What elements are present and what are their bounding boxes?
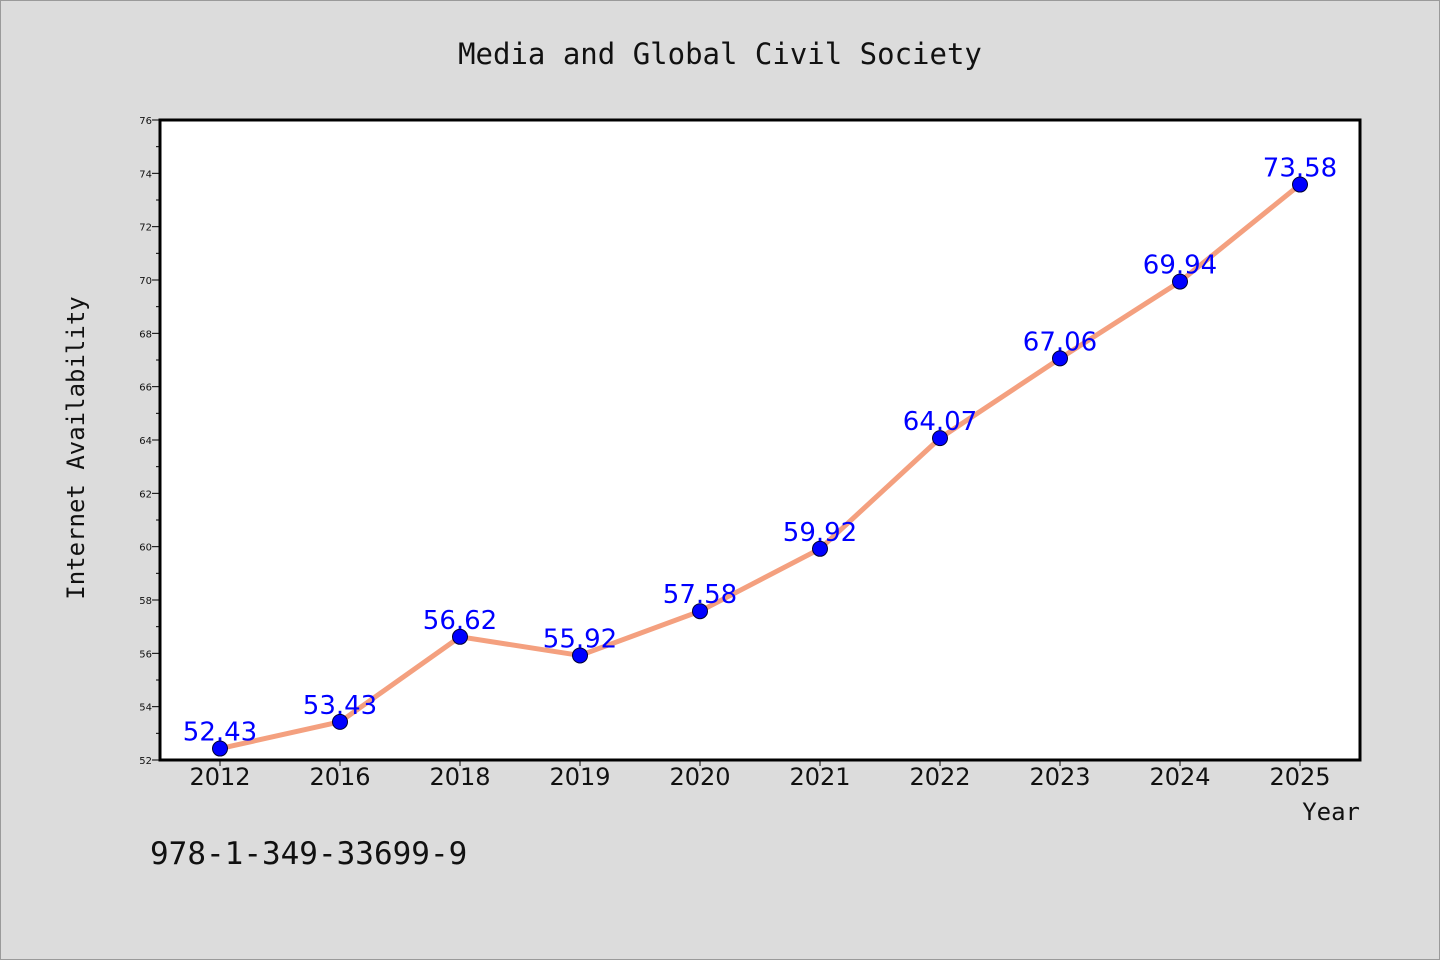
data-label: 52.43 <box>183 718 257 748</box>
y-axis: 52 54 56 58 60 62 64 66 68 70 72 74 76 <box>139 116 160 767</box>
y-tick-label: 52 <box>139 756 152 767</box>
y-tick-label: 62 <box>139 489 152 500</box>
x-tick-label: 2025 <box>1269 763 1330 791</box>
y-axis-label: Internet Availability <box>62 296 90 599</box>
x-tick-label: 2024 <box>1149 763 1210 791</box>
y-tick-label: 72 <box>139 223 152 234</box>
data-label: 55.92 <box>543 624 617 654</box>
x-tick-label: 2018 <box>429 763 490 791</box>
data-point <box>332 713 348 730</box>
y-tick-label: 56 <box>139 649 152 660</box>
data-label: 59.92 <box>783 518 857 548</box>
data-point <box>932 430 948 447</box>
x-tick-label: 2022 <box>909 763 970 791</box>
data-point <box>572 647 588 664</box>
y-tick-label: 54 <box>139 703 152 714</box>
data-label: 69.94 <box>1143 251 1217 281</box>
data-label: 53.43 <box>303 691 377 721</box>
chart-marks: 52.43 53.43 56.62 55.92 57.58 59.92 64.07 67.06… <box>183 154 1337 757</box>
data-label: 56.62 <box>423 606 497 636</box>
x-tick-label: 2021 <box>789 763 850 791</box>
data-point <box>1172 273 1188 290</box>
data-point <box>1292 176 1308 193</box>
data-label: 64.07 <box>903 407 977 437</box>
data-point <box>812 540 828 557</box>
data-point <box>692 603 708 620</box>
x-tick-label: 2016 <box>309 763 370 791</box>
y-tick-label: 58 <box>139 596 152 607</box>
data-label: 67.06 <box>1023 327 1097 357</box>
x-tick-label: 2019 <box>549 763 610 791</box>
y-tick-label: 70 <box>139 276 152 287</box>
series-line <box>217 182 1303 752</box>
x-axis-label: Year <box>1302 798 1360 826</box>
x-tick-label: 2023 <box>1029 763 1090 791</box>
x-tick-label: 2012 <box>189 763 250 791</box>
y-tick-label: 76 <box>139 116 152 127</box>
data-label: 73.58 <box>1263 154 1337 184</box>
x-tick-label: 2020 <box>669 763 730 791</box>
plot-area <box>160 120 1360 760</box>
x-axis: 2012 2016 2018 2019 2020 2021 2022 2023 2024 2025 <box>189 760 1331 791</box>
data-point <box>1052 350 1068 367</box>
data-point <box>452 628 468 645</box>
y-tick-label: 68 <box>139 329 152 340</box>
data-point <box>212 740 228 757</box>
footer-isbn: 978-1-349-33699-9 <box>150 836 467 872</box>
y-tick-label: 74 <box>139 169 152 180</box>
y-tick-label: 66 <box>139 383 152 394</box>
y-tick-label: 60 <box>139 543 152 554</box>
data-label: 57.58 <box>663 580 737 610</box>
y-tick-label: 64 <box>139 436 152 447</box>
chart-title: Media and Global Civil Society <box>458 37 982 71</box>
